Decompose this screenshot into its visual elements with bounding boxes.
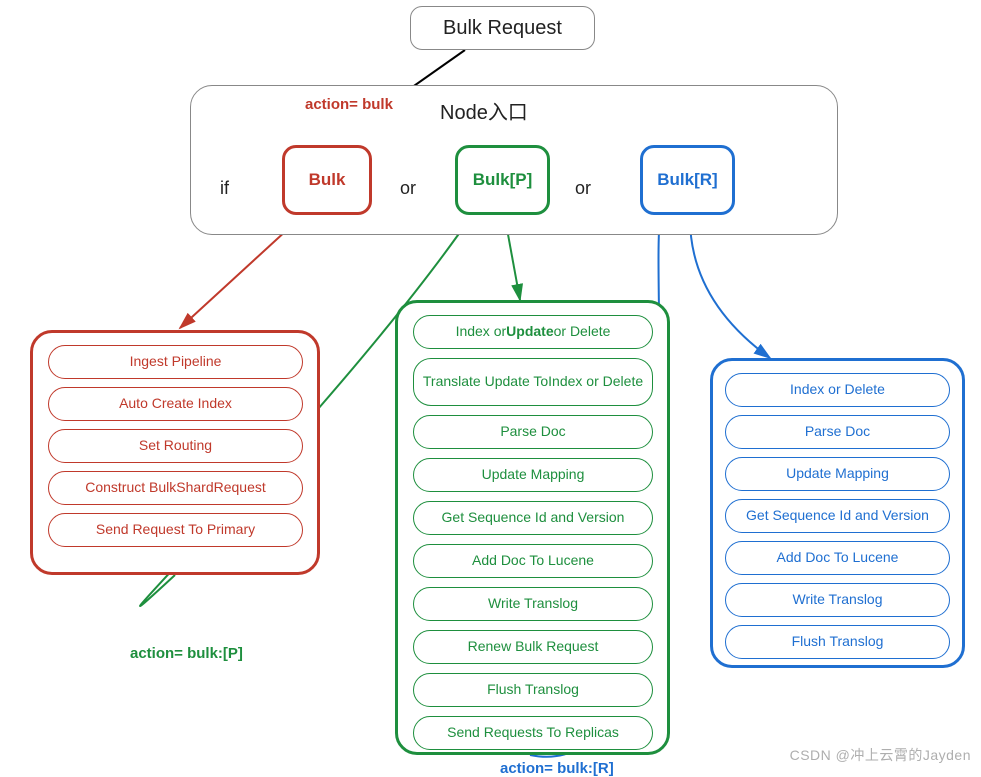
green-step-7: Renew Bulk Request — [413, 630, 653, 664]
bulk-request-box: Bulk Request — [410, 6, 595, 50]
green-step-0: Index or Update or Delete — [413, 315, 653, 349]
blue-step-1: Parse Doc — [725, 415, 950, 449]
green-step-4: Get Sequence Id and Version — [413, 501, 653, 535]
blue-step-3: Get Sequence Id and Version — [725, 499, 950, 533]
red-step-0: Ingest Pipeline — [48, 345, 303, 379]
green-step-1: Translate Update ToIndex or Delete — [413, 358, 653, 406]
blue-step-0: Index or Delete — [725, 373, 950, 407]
action-bulk-r-label: action= bulk:[R] — [500, 760, 614, 777]
watermark: CSDN @冲上云霄的Jayden — [790, 745, 971, 765]
blue-step-6: Flush Translog — [725, 625, 950, 659]
action-bulk-p-label: action= bulk:[P] — [130, 645, 243, 662]
green-step-8: Flush Translog — [413, 673, 653, 707]
green-step-3: Update Mapping — [413, 458, 653, 492]
keyword-or-1: or — [400, 178, 416, 199]
action-bulk-label: action= bulk — [305, 96, 393, 113]
bulk-r-type-box: Bulk[R] — [640, 145, 735, 215]
node-entry-title: Node入口 — [440, 96, 528, 125]
blue-step-4: Add Doc To Lucene — [725, 541, 950, 575]
bulk-type-box: Bulk — [282, 145, 372, 215]
red-step-2: Set Routing — [48, 429, 303, 463]
keyword-or-2: or — [575, 178, 591, 199]
green-step-5: Add Doc To Lucene — [413, 544, 653, 578]
green-step-6: Write Translog — [413, 587, 653, 621]
green-step-9: Send Requests To Replicas — [413, 716, 653, 750]
red-step-1: Auto Create Index — [48, 387, 303, 421]
bulk-p-type-box: Bulk[P] — [455, 145, 550, 215]
red-step-4: Send Request To Primary — [48, 513, 303, 547]
blue-step-2: Update Mapping — [725, 457, 950, 491]
bulk-request-label: Bulk Request — [443, 17, 562, 40]
red-step-3: Construct BulkShardRequest — [48, 471, 303, 505]
green-step-2: Parse Doc — [413, 415, 653, 449]
keyword-if: if — [220, 178, 229, 199]
blue-step-5: Write Translog — [725, 583, 950, 617]
